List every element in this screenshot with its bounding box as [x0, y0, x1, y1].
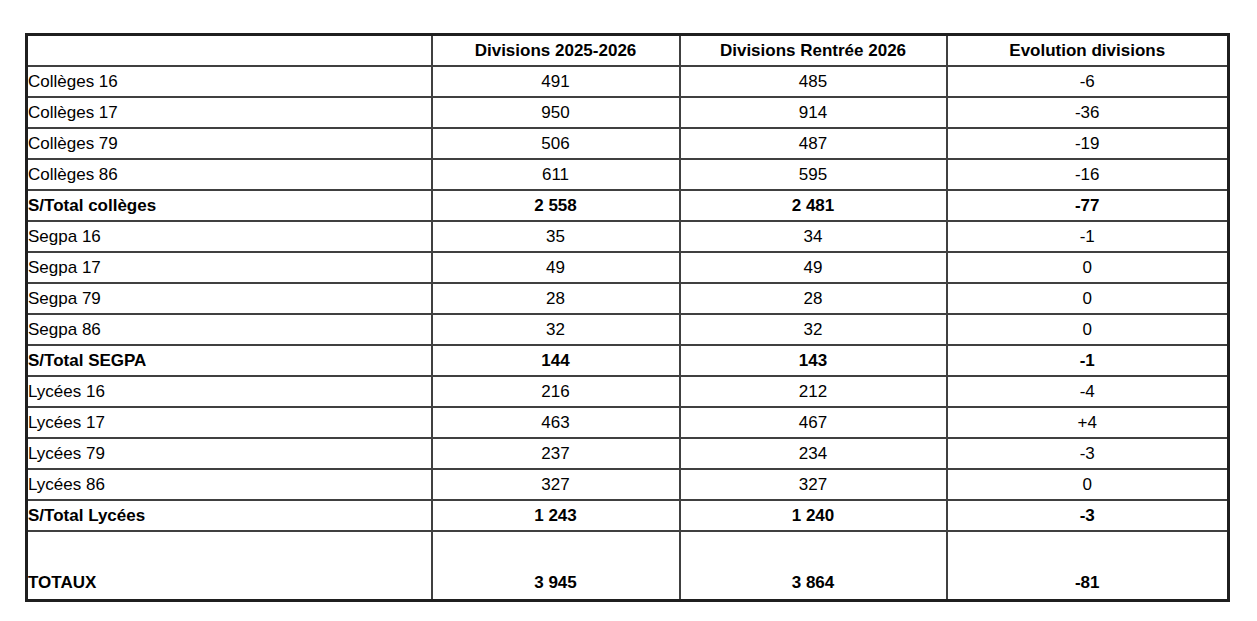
divisions-rentree-2026-cell: 327 [680, 469, 947, 500]
table-row-subtotal-colleges: S/Total collèges 2 558 2 481 -77 [27, 190, 1229, 221]
table-row-segpa-17: Segpa 17 49 49 0 [27, 252, 1229, 283]
row-label: Segpa 16 [27, 221, 432, 252]
row-label: Collèges 79 [27, 128, 432, 159]
row-label: Collèges 16 [27, 66, 432, 97]
row-label: S/Total SEGPA [27, 345, 432, 376]
evolution-cell: 0 [947, 314, 1229, 345]
table-row-colleges-17: Collèges 17 950 914 -36 [27, 97, 1229, 128]
divisions-2025-2026-cell: 950 [432, 97, 680, 128]
divisions-2025-2026-cell: 506 [432, 128, 680, 159]
row-label: Lycées 16 [27, 376, 432, 407]
row-label: Segpa 17 [27, 252, 432, 283]
table-row-colleges-16: Collèges 16 491 485 -6 [27, 66, 1229, 97]
divisions-table: Divisions 2025-2026 Divisions Rentrée 20… [25, 33, 1230, 602]
row-label: Collèges 86 [27, 159, 432, 190]
divisions-2025-2026-cell: 327 [432, 469, 680, 500]
row-label: Lycées 86 [27, 469, 432, 500]
evolution-cell: -16 [947, 159, 1229, 190]
row-label: Collèges 17 [27, 97, 432, 128]
evolution-cell: 0 [947, 252, 1229, 283]
header-divisions-rentree-2026: Divisions Rentrée 2026 [680, 35, 947, 67]
document-page: Divisions 2025-2026 Divisions Rentrée 20… [0, 0, 1257, 621]
divisions-2025-2026-cell: 3 945 [432, 531, 680, 601]
evolution-cell: -3 [947, 500, 1229, 531]
table-row-lycees-86: Lycées 86 327 327 0 [27, 469, 1229, 500]
divisions-rentree-2026-cell: 34 [680, 221, 947, 252]
divisions-rentree-2026-cell: 487 [680, 128, 947, 159]
divisions-2025-2026-cell: 144 [432, 345, 680, 376]
divisions-2025-2026-cell: 491 [432, 66, 680, 97]
divisions-rentree-2026-cell: 467 [680, 407, 947, 438]
table-row-totaux: TOTAUX 3 945 3 864 -81 [27, 531, 1229, 601]
row-label: Lycées 79 [27, 438, 432, 469]
divisions-2025-2026-cell: 216 [432, 376, 680, 407]
evolution-cell: -36 [947, 97, 1229, 128]
divisions-rentree-2026-cell: 3 864 [680, 531, 947, 601]
divisions-2025-2026-cell: 28 [432, 283, 680, 314]
divisions-2025-2026-cell: 2 558 [432, 190, 680, 221]
divisions-rentree-2026-cell: 914 [680, 97, 947, 128]
divisions-rentree-2026-cell: 143 [680, 345, 947, 376]
table-row-subtotal-lycees: S/Total Lycées 1 243 1 240 -3 [27, 500, 1229, 531]
divisions-2025-2026-cell: 1 243 [432, 500, 680, 531]
evolution-cell: -77 [947, 190, 1229, 221]
table-row-lycees-79: Lycées 79 237 234 -3 [27, 438, 1229, 469]
evolution-cell: +4 [947, 407, 1229, 438]
divisions-rentree-2026-cell: 28 [680, 283, 947, 314]
evolution-cell: -19 [947, 128, 1229, 159]
divisions-2025-2026-cell: 32 [432, 314, 680, 345]
divisions-2025-2026-cell: 611 [432, 159, 680, 190]
evolution-cell: 0 [947, 469, 1229, 500]
divisions-2025-2026-cell: 463 [432, 407, 680, 438]
table-row-segpa-16: Segpa 16 35 34 -1 [27, 221, 1229, 252]
divisions-rentree-2026-cell: 49 [680, 252, 947, 283]
evolution-cell: -6 [947, 66, 1229, 97]
evolution-cell: -1 [947, 345, 1229, 376]
divisions-rentree-2026-cell: 1 240 [680, 500, 947, 531]
divisions-2025-2026-cell: 49 [432, 252, 680, 283]
row-label: Segpa 79 [27, 283, 432, 314]
divisions-rentree-2026-cell: 595 [680, 159, 947, 190]
header-divisions-2025-2026: Divisions 2025-2026 [432, 35, 680, 67]
row-label: Segpa 86 [27, 314, 432, 345]
table-row-segpa-79: Segpa 79 28 28 0 [27, 283, 1229, 314]
evolution-cell: -1 [947, 221, 1229, 252]
row-label: S/Total collèges [27, 190, 432, 221]
row-label: TOTAUX [27, 531, 432, 601]
header-empty-cell [27, 35, 432, 67]
divisions-2025-2026-cell: 237 [432, 438, 680, 469]
divisions-rentree-2026-cell: 32 [680, 314, 947, 345]
evolution-cell: -4 [947, 376, 1229, 407]
table-row-colleges-79: Collèges 79 506 487 -19 [27, 128, 1229, 159]
evolution-cell: 0 [947, 283, 1229, 314]
divisions-rentree-2026-cell: 212 [680, 376, 947, 407]
header-row: Divisions 2025-2026 Divisions Rentrée 20… [27, 35, 1229, 67]
row-label: S/Total Lycées [27, 500, 432, 531]
header-evolution-divisions: Evolution divisions [947, 35, 1229, 67]
evolution-cell: -3 [947, 438, 1229, 469]
evolution-cell: -81 [947, 531, 1229, 601]
divisions-rentree-2026-cell: 485 [680, 66, 947, 97]
table-row-subtotal-segpa: S/Total SEGPA 144 143 -1 [27, 345, 1229, 376]
table-row-lycees-17: Lycées 17 463 467 +4 [27, 407, 1229, 438]
divisions-rentree-2026-cell: 2 481 [680, 190, 947, 221]
divisions-rentree-2026-cell: 234 [680, 438, 947, 469]
table-row-lycees-16: Lycées 16 216 212 -4 [27, 376, 1229, 407]
table-row-segpa-86: Segpa 86 32 32 0 [27, 314, 1229, 345]
table-row-colleges-86: Collèges 86 611 595 -16 [27, 159, 1229, 190]
divisions-2025-2026-cell: 35 [432, 221, 680, 252]
row-label: Lycées 17 [27, 407, 432, 438]
